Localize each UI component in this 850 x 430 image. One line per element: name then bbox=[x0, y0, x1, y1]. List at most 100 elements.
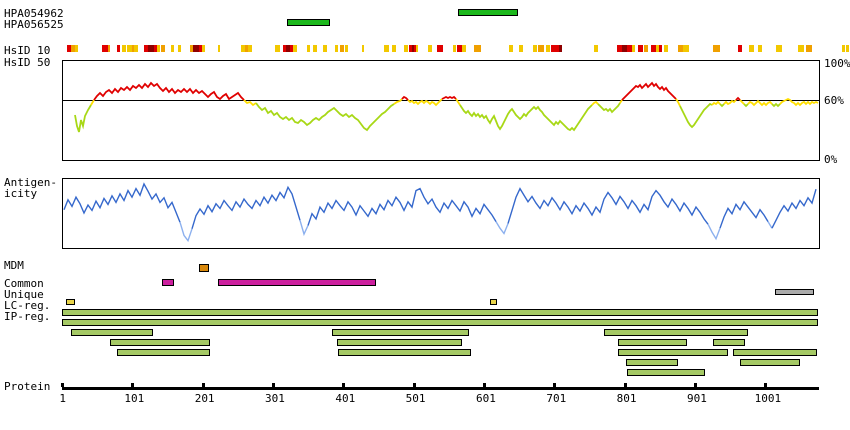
hsid10-mark bbox=[776, 45, 782, 52]
yaxis-label-60pct: 60% bbox=[824, 94, 844, 107]
ip-reg-bar bbox=[117, 349, 210, 356]
hsid10-mark bbox=[659, 45, 662, 52]
protein-axis-tick-label: 301 bbox=[265, 392, 285, 405]
hsid10-mark bbox=[108, 45, 110, 52]
hsid50-curve-segment bbox=[243, 99, 257, 107]
protein-axis-tick-label: 201 bbox=[194, 392, 215, 405]
hsid10-mark bbox=[738, 45, 742, 52]
yaxis-label-0pct: 0% bbox=[824, 153, 838, 166]
hsid10-mark bbox=[245, 45, 248, 52]
hsid10-mark bbox=[362, 45, 364, 52]
hsid10-mark bbox=[171, 45, 174, 52]
protein-axis-tick bbox=[764, 383, 768, 387]
hsid10-mark bbox=[758, 45, 762, 52]
hsid10-mark bbox=[846, 45, 849, 52]
hsid10-mark bbox=[218, 45, 220, 52]
antigenicity-curve-segment bbox=[495, 221, 509, 235]
hsid10-mark bbox=[474, 45, 481, 52]
ip-reg-bar bbox=[110, 339, 210, 346]
hsid10-mark bbox=[275, 45, 280, 52]
protein-axis-tick-label: 101 bbox=[124, 392, 145, 405]
hsid50-curve-segment bbox=[591, 100, 599, 106]
label-hsid10: HsID 10 bbox=[4, 44, 51, 57]
hsid10-mark bbox=[414, 45, 416, 52]
hsid10-mark bbox=[335, 45, 338, 52]
hsid10-mark bbox=[117, 45, 120, 52]
hsid10-mark bbox=[806, 45, 812, 52]
hsid50-curve-segment bbox=[719, 103, 725, 108]
hsid10-mark bbox=[412, 45, 414, 52]
label-common: Common bbox=[4, 277, 44, 290]
common-region-bar bbox=[162, 279, 174, 286]
hsid10-mark bbox=[632, 45, 635, 52]
ip-reg-bar bbox=[71, 329, 153, 336]
protein-axis-tick bbox=[553, 383, 557, 387]
protein-axis-tick-label: 801 bbox=[616, 392, 637, 405]
antigenicity-chart-box bbox=[62, 178, 820, 249]
hsid10-mark bbox=[122, 45, 126, 52]
hsid10-mark bbox=[157, 45, 160, 52]
hsid10-mark bbox=[437, 45, 443, 52]
hsid50-curve-segment bbox=[90, 99, 95, 106]
hsid10-mark bbox=[627, 45, 632, 52]
hsid50-curve-segment bbox=[779, 97, 819, 107]
ip-reg-bar bbox=[713, 339, 745, 346]
hsid10-mark bbox=[713, 45, 720, 52]
hsid10-mark bbox=[199, 45, 202, 52]
ip-reg-bar bbox=[740, 359, 800, 366]
hsid50-curve-segment bbox=[255, 102, 395, 132]
hsid10-mark bbox=[749, 45, 754, 52]
hsid50-curve-segment bbox=[743, 103, 749, 108]
hsid50-curve-segment bbox=[735, 96, 741, 101]
hsid50-curve-segment bbox=[407, 98, 443, 107]
label-protein: Protein bbox=[4, 380, 51, 393]
protein-axis-tick-label: 1 bbox=[59, 392, 66, 405]
hsid50-curve-segment bbox=[739, 99, 745, 105]
label-antigenicity-line2: icity bbox=[4, 187, 38, 200]
protein-axis-line bbox=[62, 387, 819, 390]
hsid10-mark bbox=[71, 45, 75, 52]
hsid50-curve-segment bbox=[675, 98, 681, 107]
hsid10-mark bbox=[453, 45, 456, 52]
label-hsid50: HsID 50 bbox=[4, 56, 51, 69]
hsid10-mark bbox=[132, 45, 134, 52]
protein-axis-tick-label: 901 bbox=[686, 392, 707, 405]
antigenicity-curve-segment bbox=[63, 182, 181, 223]
hsid10-mark bbox=[248, 45, 252, 52]
hsid50-curve-segment bbox=[747, 99, 773, 107]
hsid10-mark bbox=[127, 45, 132, 52]
hsid50-curve-segment bbox=[74, 104, 92, 133]
ip-reg-bar bbox=[62, 319, 818, 326]
ip-reg-bar bbox=[337, 339, 462, 346]
ip-reg-bar bbox=[332, 329, 469, 336]
unique-region-bar bbox=[775, 289, 814, 295]
protein-axis-tick-label: 1001 bbox=[754, 392, 782, 405]
protein-axis-tick bbox=[201, 383, 205, 387]
common-region-bar bbox=[218, 279, 376, 286]
hsid10-mark bbox=[644, 45, 648, 52]
label-mdm: MDM bbox=[4, 259, 24, 272]
hsid10-mark bbox=[148, 45, 154, 52]
label-antigen-id-1: HPA054962 bbox=[4, 7, 64, 20]
hsid10-mark bbox=[384, 45, 389, 52]
hsid10-mark bbox=[416, 45, 418, 52]
hsid10-mark bbox=[538, 45, 544, 52]
hsid50-chart-box bbox=[62, 60, 820, 161]
hsid10-mark bbox=[519, 45, 523, 52]
hsid50-curve-segment bbox=[441, 95, 457, 100]
hsid10-mark bbox=[286, 45, 290, 52]
ip-reg-bar bbox=[733, 349, 817, 356]
protein-axis-tick bbox=[482, 383, 486, 387]
antigenicity-curve-segment bbox=[307, 187, 497, 226]
lc-region-bar bbox=[66, 299, 75, 305]
antigenicity-curve-segment bbox=[719, 200, 769, 229]
hsid10-mark bbox=[154, 45, 157, 52]
hsid10-mark bbox=[664, 45, 668, 52]
hsid10-mark bbox=[290, 45, 293, 52]
hsid10-mark bbox=[102, 45, 108, 52]
protein-axis-tick bbox=[61, 383, 64, 387]
hsid10-mark bbox=[559, 45, 562, 52]
hsid10-mark bbox=[340, 45, 344, 52]
